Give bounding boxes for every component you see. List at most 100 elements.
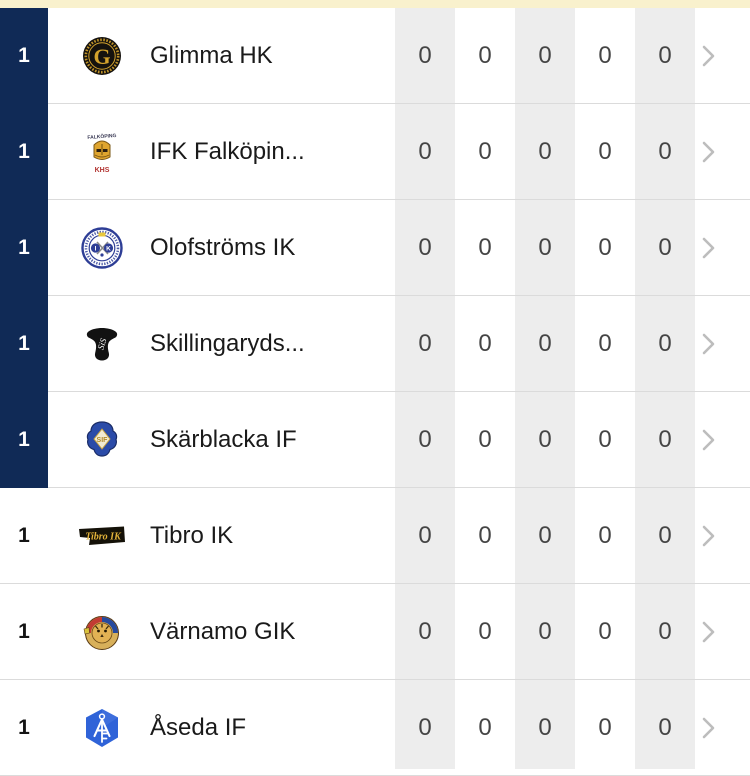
aseda-if-logo-icon [86,708,118,747]
svg-text:K: K [106,245,111,252]
stat-value: 0 [478,137,492,165]
stat-value: 0 [478,233,492,261]
stat-value: 0 [418,521,432,549]
row-chevron-cell[interactable] [695,621,750,643]
rank-cell: 1 [0,296,48,392]
row-chevron-cell[interactable] [695,525,750,547]
rank-number: 1 [18,332,30,355]
stat-value: 0 [658,425,672,453]
team-cell: I K Olofströms IK [48,225,395,271]
team-logo-icon: FALKÖPING KHS [79,129,125,175]
rank-number: 1 [18,44,30,67]
team-name: Tibro IK [150,521,234,549]
stat-value: 0 [598,713,612,741]
column-stripe [395,8,455,769]
chevron-right-icon [702,621,715,642]
stat-value: 0 [658,713,672,741]
table-row[interactable]: 1 G Glimma HK 0 0 0 0 0 [0,8,750,104]
stat-value: 0 [658,137,672,165]
stat-value: 0 [418,137,432,165]
stat-value: 0 [538,137,552,165]
stat-value: 0 [598,329,612,357]
svg-text:SIF: SIF [97,436,109,443]
stat-value: 0 [538,233,552,261]
team-logo-icon: Tibro IK [79,513,125,559]
team-cell: Värnamo GIK [48,609,395,655]
rank-cell: 1 [0,8,48,104]
row-chevron-cell[interactable] [695,333,750,355]
stat-value: 0 [598,137,612,165]
table-row[interactable]: 1 FALKÖPING KHS IFK Falköpin... 0 0 0 0 0 [0,104,750,200]
chevron-right-icon [702,525,715,546]
team-cell: SIF Skärblacka IF [48,417,395,463]
skillingaryds-logo-icon: SiS [86,327,118,360]
row-chevron-cell[interactable] [695,237,750,259]
stat-value: 0 [538,521,552,549]
team-name: IFK Falköpin... [150,137,305,165]
table-row[interactable]: 1 Åseda IF 0 0 0 0 0 [0,680,750,776]
rank-number: 1 [18,236,30,259]
stat-value: 0 [658,617,672,645]
stat-value: 0 [478,521,492,549]
stats-cells: 0 0 0 0 0 [395,234,695,262]
team-name: Glimma HK [150,41,273,69]
stat-value: 0 [598,521,612,549]
top-accent-bar [0,0,750,8]
team-cell: Åseda IF [48,705,395,751]
row-chevron-cell[interactable] [695,45,750,67]
stat-value: 0 [538,329,552,357]
stat-value: 0 [598,425,612,453]
table-row[interactable]: 1 Tibro IK Tibro IK 0 0 0 0 0 [0,488,750,584]
row-chevron-cell[interactable] [695,717,750,739]
column-stripes [0,8,750,769]
team-logo-icon [79,705,125,751]
team-cell: G Glimma HK [48,33,395,79]
chevron-right-icon [702,45,715,66]
stat-value: 0 [478,713,492,741]
standings-table: 1 G Glimma HK 0 0 0 0 0 1 FALKÖPING KHS [0,8,750,776]
table-row[interactable]: 1 SIF Skärblacka IF 0 0 0 0 0 [0,392,750,488]
stat-value: 0 [418,713,432,741]
row-chevron-cell[interactable] [695,141,750,163]
team-name: Värnamo GIK [150,617,296,645]
team-cell: Tibro IK Tibro IK [48,513,395,559]
team-logo-icon: SIF [79,417,125,463]
stat-value: 0 [418,425,432,453]
table-row[interactable]: 1 Värnamo GIK 0 0 0 0 0 [0,584,750,680]
svg-text:SiS: SiS [95,336,108,351]
svg-text:I: I [95,245,97,252]
stats-cells: 0 0 0 0 0 [395,330,695,358]
ifk-falkoping-logo-icon: FALKÖPING KHS [87,131,117,173]
stat-value: 0 [418,41,432,69]
stat-value: 0 [418,329,432,357]
stat-value: 0 [598,617,612,645]
stat-value: 0 [478,329,492,357]
table-row[interactable]: 1 SiS Skillingaryds... 0 0 0 0 0 [0,296,750,392]
stat-value: 0 [538,617,552,645]
stat-value: 0 [418,617,432,645]
svg-text:Tibro IK: Tibro IK [85,531,122,542]
chevron-right-icon [702,237,715,258]
rank-cell: 1 [0,488,48,584]
stat-value: 0 [538,713,552,741]
skarblacka-if-logo-icon: SIF [86,420,118,457]
stat-value: 0 [538,425,552,453]
rank-cell: 1 [0,200,48,296]
team-logo-icon: G [79,33,125,79]
table-row[interactable]: 1 I K Olofströms IK 0 0 0 0 0 [0,200,750,296]
stat-value: 0 [478,425,492,453]
stats-cells: 0 0 0 0 0 [395,522,695,550]
rank-number: 1 [18,524,30,547]
stat-value: 0 [658,233,672,261]
team-cell: SiS Skillingaryds... [48,321,395,367]
stat-value: 0 [478,41,492,69]
team-name: Skärblacka IF [150,425,297,453]
rank-number: 1 [18,140,30,163]
team-name: Skillingaryds... [150,329,305,357]
row-chevron-cell[interactable] [695,429,750,451]
stat-value: 0 [418,233,432,261]
olofstroms-ik-logo-icon: I K [81,226,123,269]
chevron-right-icon [702,717,715,738]
team-name: Åseda IF [150,713,247,741]
column-stripe [635,8,695,769]
